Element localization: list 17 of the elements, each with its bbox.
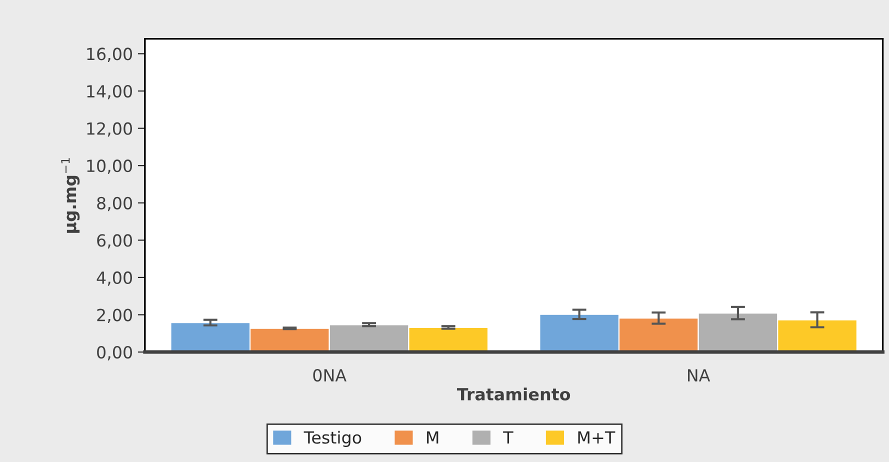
- y-tick-label: 6,00: [97, 234, 132, 248]
- y-tick-label: 2,00: [97, 308, 132, 324]
- y-axis-title: µg.mg$^{−1}$: [61, 158, 80, 233]
- y-tick-label: 10,00: [87, 160, 132, 174]
- y-tick-label: 8,00: [97, 196, 132, 212]
- legend-label: M: [427, 431, 438, 444]
- x-tick-label: 0NA: [313, 369, 346, 382]
- y-tick-label: 12,00: [87, 122, 132, 137]
- x-tick-label: NA: [688, 369, 710, 382]
- legend-label: T: [503, 431, 514, 444]
- x-axis-title: Tratamiento: [456, 388, 570, 401]
- y-tick-label: 14,00: [87, 84, 132, 100]
- legend-label: Testigo: [304, 430, 362, 447]
- legend-label: M+T: [578, 431, 616, 444]
- y-tick-label: 4,00: [96, 271, 132, 286]
- y-tick-label: 16,00: [87, 48, 132, 62]
- y-tick-label: 0,00: [97, 346, 132, 360]
